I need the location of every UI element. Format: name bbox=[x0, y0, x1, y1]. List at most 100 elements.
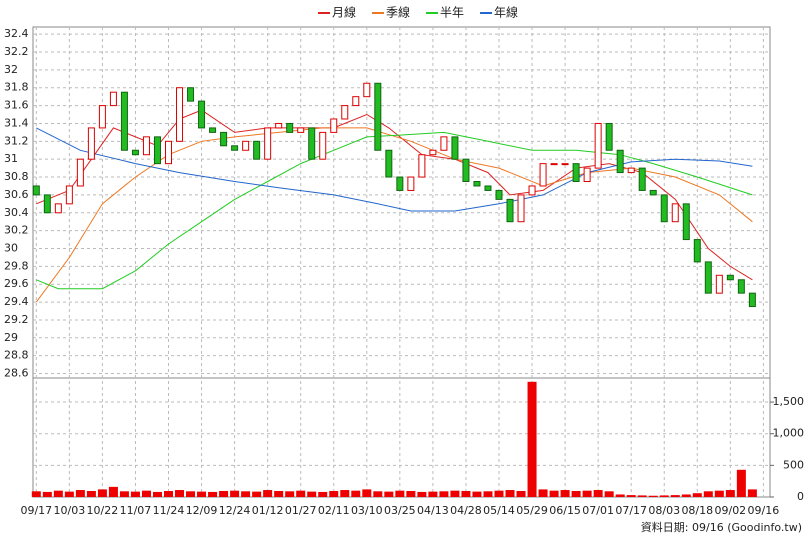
volume-bar bbox=[527, 381, 537, 497]
y-tick-label: 32.2 bbox=[4, 45, 29, 58]
candle-body bbox=[737, 279, 745, 294]
candle-body bbox=[748, 292, 756, 308]
volume-bar bbox=[329, 490, 339, 497]
volume-bar bbox=[86, 490, 96, 497]
x-tick-label: 06/15 bbox=[549, 504, 581, 517]
volume-bar bbox=[395, 490, 405, 497]
candle-body bbox=[308, 127, 316, 160]
volume-bar bbox=[208, 491, 218, 497]
volume-bar bbox=[119, 491, 129, 497]
candle-body bbox=[109, 91, 117, 107]
volume-bar bbox=[615, 494, 625, 497]
volume-bar bbox=[252, 491, 262, 497]
candle-body bbox=[385, 149, 393, 178]
candle-body bbox=[616, 149, 624, 174]
candle-body bbox=[396, 176, 404, 191]
y2-tick-label: 500 bbox=[783, 458, 804, 471]
x-tick-label: 02/11 bbox=[318, 504, 350, 517]
volume-bar bbox=[560, 490, 570, 497]
y2-tick-label: 1,500 bbox=[773, 395, 805, 408]
candle-body bbox=[76, 158, 84, 187]
candle-body bbox=[649, 189, 657, 196]
candle-body bbox=[440, 136, 448, 151]
x-tick-label: 11/24 bbox=[153, 504, 185, 517]
y2-tick-label: 0 bbox=[797, 490, 804, 503]
volume-bar bbox=[505, 490, 515, 497]
y-tick-label: 28.6 bbox=[4, 367, 29, 380]
volume-bar bbox=[604, 491, 614, 497]
candle-body bbox=[506, 198, 514, 223]
candle-body bbox=[715, 274, 723, 294]
candle-body bbox=[407, 176, 415, 191]
volume-bar bbox=[736, 469, 746, 497]
candle-body bbox=[319, 131, 327, 160]
volume-bar bbox=[516, 490, 526, 497]
y-tick-label: 31.6 bbox=[4, 99, 29, 112]
candle-body bbox=[429, 149, 437, 156]
x-tick-label: 03/10 bbox=[351, 504, 383, 517]
x-tick-label: 03/25 bbox=[384, 504, 416, 517]
volume-bar bbox=[659, 495, 669, 497]
candle-body bbox=[87, 127, 95, 160]
y-tick-label: 29.6 bbox=[4, 277, 29, 290]
volume-bar bbox=[362, 489, 372, 497]
volume-bar bbox=[626, 495, 636, 497]
candle-body bbox=[583, 167, 591, 183]
volume-bar bbox=[141, 490, 151, 497]
volume-bar bbox=[263, 490, 273, 497]
candle-body bbox=[627, 167, 635, 174]
x-tick-label: 10/03 bbox=[54, 504, 86, 517]
x-tick-label: 12/24 bbox=[219, 504, 251, 517]
volume-bar bbox=[75, 490, 85, 497]
volume-bar bbox=[384, 491, 394, 497]
candle-body bbox=[253, 140, 261, 160]
x-tick-label: 09/17 bbox=[20, 504, 52, 517]
volume-bar bbox=[164, 490, 174, 497]
legend-label: 月線 bbox=[332, 5, 356, 20]
candle-body bbox=[187, 87, 195, 102]
y-tick-label: 30.6 bbox=[4, 188, 29, 201]
plot-frame bbox=[32, 26, 771, 498]
x-tick-label: 05/14 bbox=[483, 504, 515, 517]
candle-body bbox=[638, 167, 646, 191]
volume-bar bbox=[351, 490, 361, 497]
volume-bar bbox=[296, 490, 306, 497]
y-tick-label: 32.4 bbox=[4, 27, 29, 40]
candle-body bbox=[131, 149, 139, 156]
moving-average-line bbox=[36, 127, 753, 212]
candle-body bbox=[550, 163, 558, 166]
y-tick-label: 29.8 bbox=[4, 259, 29, 272]
candle-body bbox=[682, 203, 690, 241]
volume-bar bbox=[318, 491, 328, 497]
volume-bar bbox=[417, 491, 427, 497]
volume-bar bbox=[747, 489, 757, 497]
y-tick-label: 30 bbox=[4, 241, 18, 254]
y-tick-label: 31.8 bbox=[4, 81, 29, 94]
x-tick-label: 08/18 bbox=[681, 504, 713, 517]
volume-bar bbox=[307, 491, 317, 497]
volume-bar bbox=[186, 491, 196, 497]
volume-bar bbox=[152, 491, 162, 497]
volume-bar bbox=[340, 490, 350, 497]
candle-body bbox=[286, 122, 294, 133]
candle-body bbox=[98, 105, 106, 129]
candle-body bbox=[418, 154, 426, 178]
volume-bar bbox=[637, 495, 647, 497]
source-label: 資料日期: 09/16 (Goodinfo.tw) bbox=[641, 520, 802, 534]
x-tick-label: 01/12 bbox=[252, 504, 284, 517]
x-tick-label: 09/02 bbox=[714, 504, 746, 517]
volume-bar bbox=[230, 490, 240, 497]
volume-bar bbox=[373, 491, 383, 497]
candle-body bbox=[462, 158, 470, 183]
volume-bar bbox=[670, 495, 680, 497]
volume-bar bbox=[285, 491, 295, 497]
volume-bar bbox=[692, 493, 702, 497]
volume-bar bbox=[714, 490, 724, 497]
volume-bar bbox=[197, 491, 207, 497]
candle-body bbox=[451, 136, 459, 160]
volume-bar bbox=[439, 491, 449, 497]
legend-label: 半年 bbox=[440, 6, 464, 20]
candle-body bbox=[65, 185, 73, 205]
volume-bar bbox=[681, 494, 691, 497]
